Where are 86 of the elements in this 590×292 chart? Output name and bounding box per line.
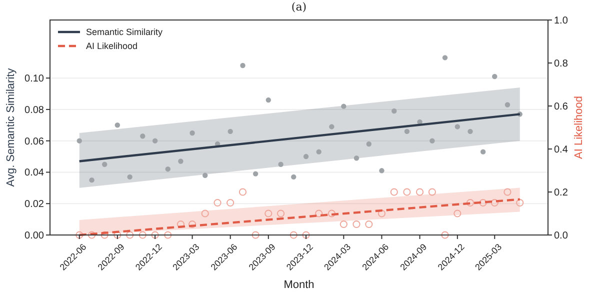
y-axis-title: Avg. Semantic Similarity (5, 68, 17, 187)
point (252, 171, 258, 176)
point (490, 198, 498, 207)
point (238, 188, 247, 196)
point (341, 104, 346, 109)
point (430, 138, 435, 144)
point (390, 188, 398, 196)
point (428, 188, 436, 196)
point (454, 124, 460, 130)
point (114, 231, 122, 239)
point (266, 97, 271, 103)
legend-label: Semantic Similarity (86, 27, 164, 38)
point (100, 231, 108, 239)
point (479, 198, 487, 207)
y2-tick-label: 0.4 (554, 144, 568, 156)
point (365, 220, 373, 228)
point (404, 128, 410, 134)
point (441, 231, 449, 239)
y2-axis-title: AI Likelihood (573, 96, 585, 159)
y-tick-label: 0.02 (24, 199, 44, 210)
point (466, 198, 474, 207)
point (226, 198, 234, 207)
point (392, 108, 397, 114)
point (378, 210, 386, 218)
point (252, 231, 260, 239)
point (316, 149, 322, 154)
y2-tick-label: 1.0 (554, 16, 568, 26)
point (328, 210, 336, 218)
point (277, 210, 285, 218)
point (504, 188, 512, 196)
point (354, 156, 360, 161)
y2-tick-label: 0.2 (554, 188, 568, 198)
point (340, 220, 348, 228)
y-tick-label: 0.04 (24, 168, 44, 179)
y2-tick-label: 0.0 (554, 230, 568, 242)
point (264, 210, 272, 218)
point (126, 231, 134, 239)
chart-title: (a) (291, 0, 307, 14)
point (127, 174, 132, 180)
point (138, 231, 146, 239)
point (102, 162, 108, 167)
point (214, 198, 222, 207)
point (366, 141, 372, 147)
point (278, 162, 284, 167)
point (151, 231, 159, 239)
point (190, 130, 195, 136)
point (178, 158, 184, 164)
point (290, 231, 298, 239)
legend-label: AI Likelihood (86, 41, 138, 52)
point (315, 210, 323, 218)
point (403, 188, 411, 196)
point (329, 124, 334, 130)
point (165, 166, 170, 172)
point (164, 231, 172, 239)
point (468, 128, 473, 134)
point (379, 168, 384, 174)
point (188, 220, 196, 228)
point (88, 231, 96, 239)
point (516, 198, 524, 207)
point (303, 154, 309, 160)
point (492, 74, 498, 80)
y-tick-label: 0.10 (24, 74, 44, 85)
point (504, 102, 510, 108)
point (454, 210, 462, 218)
point (152, 138, 158, 144)
y2-tick-label: 0.8 (554, 58, 568, 70)
y-tick-label: 0.00 (24, 230, 44, 242)
point (76, 138, 82, 144)
point (352, 220, 360, 228)
point (89, 177, 94, 183)
point (140, 134, 146, 139)
point (228, 128, 233, 134)
point (442, 55, 448, 60)
y-tick-label: 0.08 (24, 104, 44, 116)
x-axis-title: Month (284, 279, 314, 291)
point (480, 149, 486, 154)
point (416, 188, 424, 196)
point (302, 231, 310, 239)
point (114, 122, 120, 128)
point (76, 231, 84, 239)
y2-tick-label: 0.6 (554, 102, 568, 112)
y-tick-label: 0.06 (24, 136, 44, 148)
point (291, 174, 296, 180)
point (201, 210, 209, 218)
point (202, 172, 208, 178)
point (240, 62, 246, 68)
